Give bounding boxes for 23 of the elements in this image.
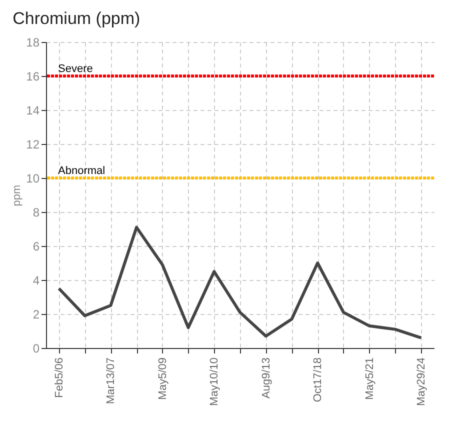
x-tick-label: Aug9/13 [260,358,272,398]
x-tick-label: May5/21 [364,358,376,400]
y-tick-label: 16 [26,70,40,84]
x-tick-label: May5/09 [156,358,169,400]
x-tick-label: Feb5/06 [53,358,66,398]
line-series [57,226,423,340]
chart-title: Chromium (ppm) [12,9,140,28]
y-tick-label: 4 [32,274,40,288]
y-tick-label: 18 [26,36,40,50]
y-tick-label: 6 [32,240,40,254]
y-tick-label: 2 [32,308,40,322]
x-tick-label: Mar13/07 [105,358,118,404]
x-tick-label: Oct17/18 [312,358,324,402]
ref-line-label: Severe [58,63,93,75]
y-tick-label: 8 [32,206,40,220]
y-tick-label: 14 [26,104,40,118]
y-axis-title: ppm [11,184,24,206]
y-tick-label: 12 [26,138,40,152]
x-tick-label: May29/24 [416,358,428,406]
y-tick-label: 10 [26,172,40,186]
y-tick-label: 0 [32,342,40,356]
ref-line-label: Abnormal [58,165,106,177]
x-tick-label: May10/10 [208,358,221,406]
